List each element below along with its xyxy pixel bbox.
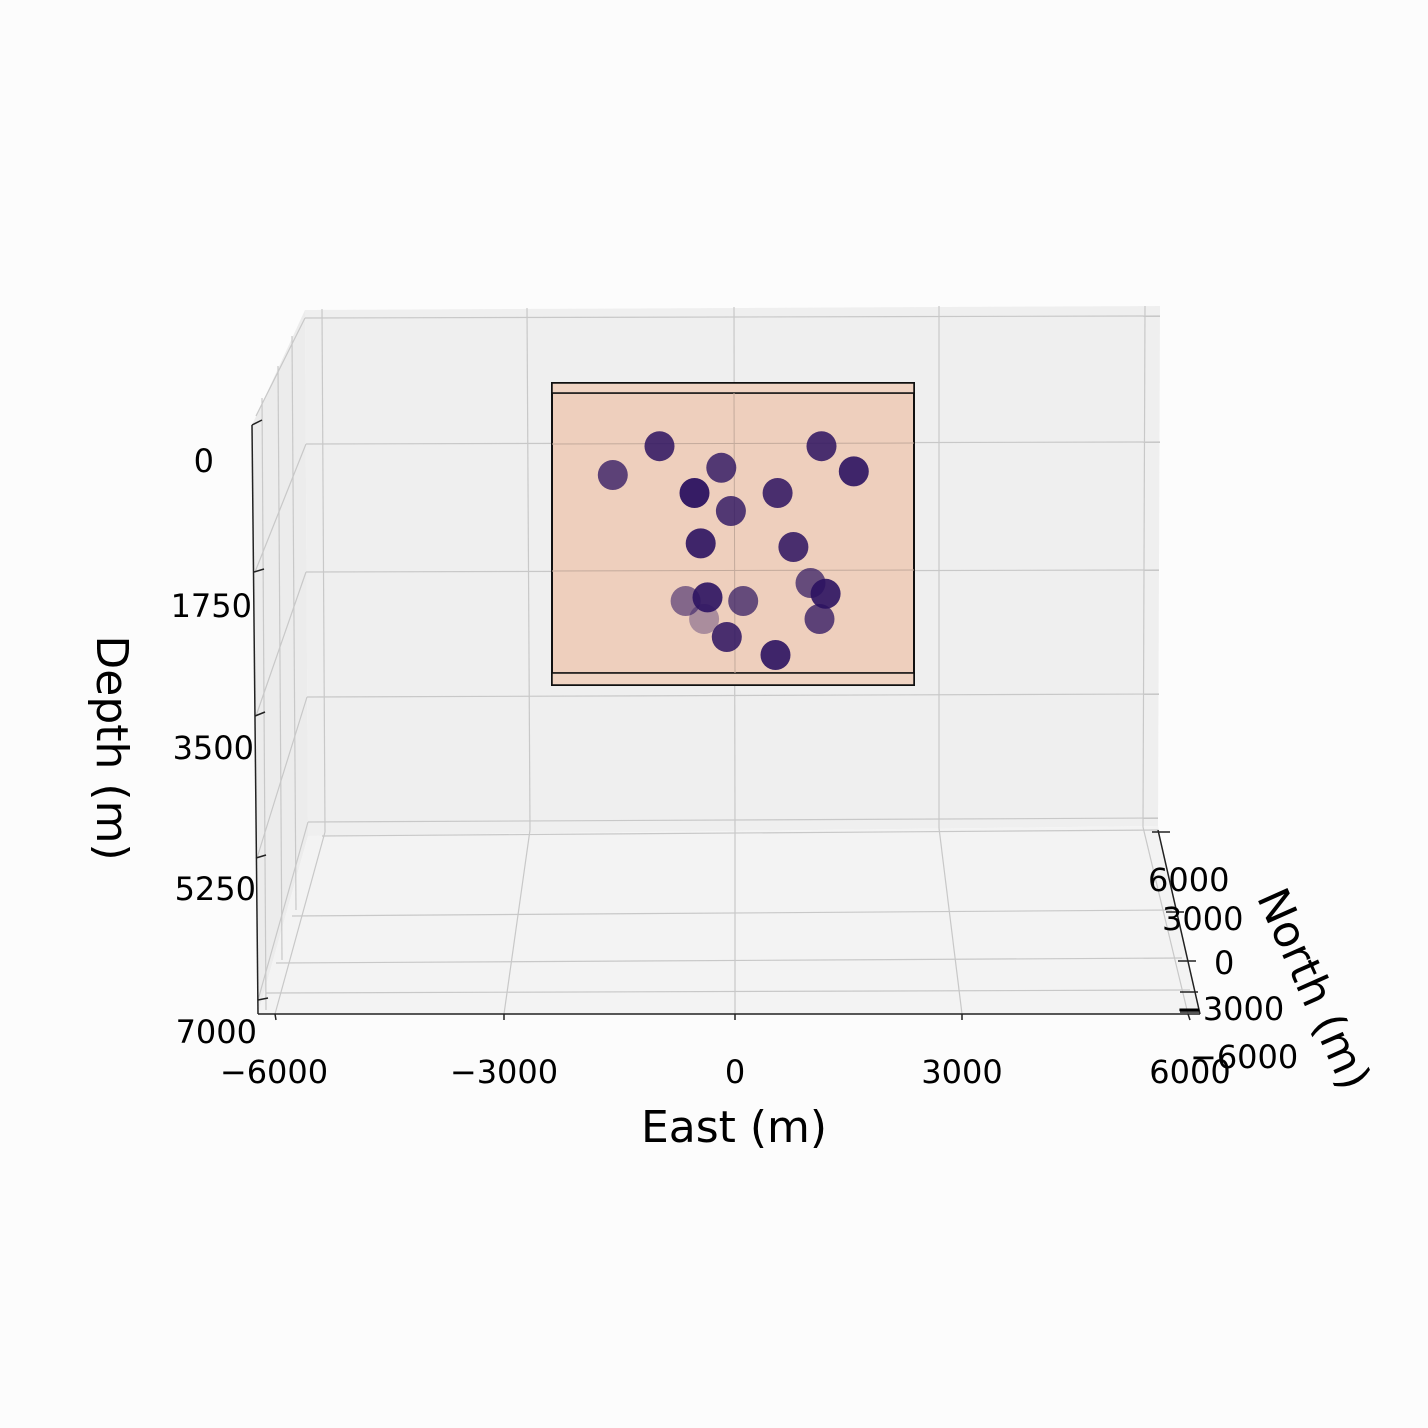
z-tick-label: 0 xyxy=(194,442,214,480)
y-tick-label: 6000 xyxy=(1148,861,1229,899)
left-grid-v3 xyxy=(291,335,297,911)
back-grid-depth-7000 xyxy=(307,817,1159,823)
z-tick-7000 xyxy=(257,997,269,1001)
x-tick-label: 6000 xyxy=(1149,1053,1230,1091)
x-tick-m6000 xyxy=(274,1013,277,1021)
scatter-point xyxy=(715,496,746,526)
z-tick-label: 1750 xyxy=(171,587,252,625)
floor-grid-east-m3000 xyxy=(503,829,531,1015)
scatter-point xyxy=(778,532,809,562)
x-tick-6000 xyxy=(1187,1013,1191,1021)
reservoir-box xyxy=(551,382,915,686)
box-overlay-depth-1750 xyxy=(551,442,915,445)
x-tick-label: −3000 xyxy=(450,1053,558,1091)
z-tick-3500 xyxy=(254,711,266,717)
scatter-point xyxy=(679,478,710,508)
scatter-point xyxy=(762,478,793,508)
x-axis-label: East (m) xyxy=(641,1102,827,1153)
z-tick-label: 7000 xyxy=(176,1013,257,1051)
x-tick-label: 0 xyxy=(725,1053,745,1091)
z-tick-label: 5250 xyxy=(175,870,256,908)
y-tick-label: −6000 xyxy=(1190,1038,1298,1076)
back-grid-east-m6000 xyxy=(321,308,326,833)
scatter-point xyxy=(597,460,628,490)
box-top-strip xyxy=(551,382,915,394)
scatter-point xyxy=(706,452,737,483)
back-grid-east-6000 xyxy=(1142,305,1146,828)
scatter-point xyxy=(806,431,837,462)
left-grid-v2 xyxy=(277,365,283,961)
scatter-point xyxy=(689,604,720,634)
scatter-point xyxy=(804,604,835,634)
scatter-point xyxy=(644,431,675,462)
z-tick-0 xyxy=(251,419,263,426)
x-tick-label: −6000 xyxy=(220,1053,328,1091)
floor-grid-north-m3000 xyxy=(265,989,1191,994)
x-tick-labels: −6000 −3000 0 3000 6000 xyxy=(220,1053,1231,1091)
left-grid-v1 xyxy=(261,397,267,1011)
z-axis-label: Depth (m) xyxy=(86,635,137,860)
y-axis-line xyxy=(1157,829,1201,1015)
scatter-points xyxy=(597,431,869,670)
back-grid-east-m3000 xyxy=(526,307,531,831)
back-grid-depth-5250 xyxy=(306,693,1160,698)
y-tick-label: 0 xyxy=(1214,944,1234,982)
scatter-point xyxy=(685,528,716,559)
z-tick-5250 xyxy=(255,854,267,859)
z-axis-line xyxy=(251,424,259,1015)
floor-grid-north-3000 xyxy=(291,909,1173,917)
scatter-point xyxy=(760,640,791,670)
axis-lines xyxy=(251,419,1201,1021)
floor-grid-east-3000 xyxy=(938,827,963,1015)
box-overlay-depth-3500 xyxy=(551,569,915,572)
floor-grid-east-6000 xyxy=(1142,826,1189,1015)
scatter-point xyxy=(692,582,723,613)
floor-grid-north-0 xyxy=(275,957,1183,964)
x-tick-label: 3000 xyxy=(921,1053,1002,1091)
left-grid-1 xyxy=(255,317,306,417)
scatter-point xyxy=(728,586,759,616)
scatter-point xyxy=(810,578,841,609)
z-tick-1750 xyxy=(253,568,265,573)
back-grid-depth-0 xyxy=(304,315,1161,319)
y-tick-label: 3000 xyxy=(1162,900,1243,938)
y-tick-label: −3000 xyxy=(1176,990,1284,1028)
floor-pane xyxy=(258,826,1200,1014)
scatter-point xyxy=(711,622,742,652)
scatter-point xyxy=(838,456,869,487)
y-tick-labels: 6000 3000 0 −3000 −6000 xyxy=(1148,861,1298,1076)
z-tick-labels: 0 1750 3500 5250 7000 xyxy=(171,442,257,1051)
floor-grid-east-m6000 xyxy=(274,831,326,1015)
z-tick-label: 3500 xyxy=(173,729,254,767)
box-bottom-strip xyxy=(551,672,915,686)
floor-grid-north-6000 xyxy=(321,829,1159,837)
